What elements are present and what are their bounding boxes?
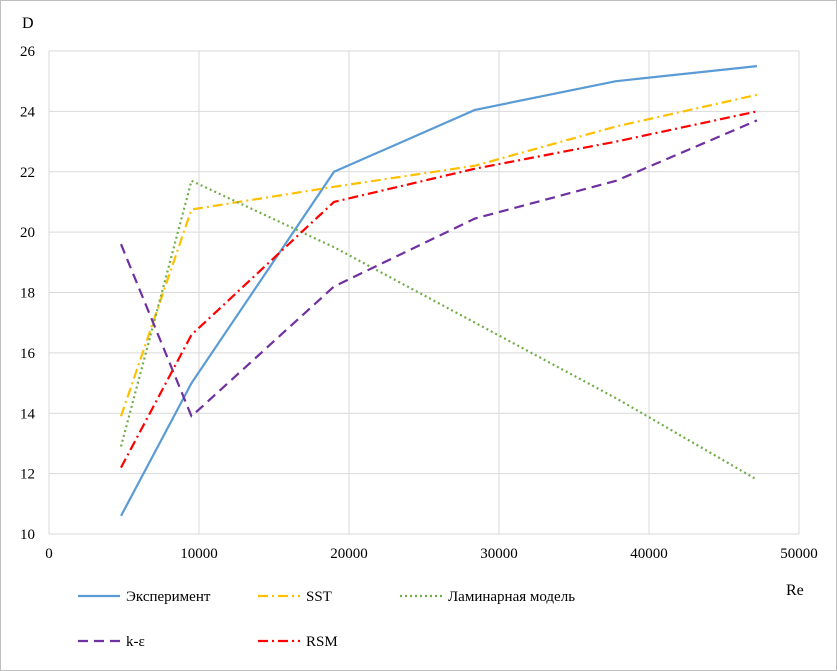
legend-label: Ламинарная модель xyxy=(448,589,575,605)
y-tick-label: 18 xyxy=(20,286,35,302)
tick-labels: 10 12 14 16 18 20 22 24 26 0 10000 20000 30000 40000 5… xyxy=(20,44,818,562)
x-tick-label: 0 xyxy=(45,546,53,562)
y-tick-label: 24 xyxy=(20,104,36,120)
y-tick-label: 16 xyxy=(20,346,36,362)
legend-label: k-ε xyxy=(126,634,145,650)
x-axis-label: Re xyxy=(786,582,804,599)
y-tick-label: 26 xyxy=(20,44,36,60)
y-tick-label: 12 xyxy=(20,467,35,483)
x-tick-label: 20000 xyxy=(330,546,368,562)
x-tick-label: 50000 xyxy=(780,546,818,562)
series-line xyxy=(120,110,758,469)
y-tick-label: 10 xyxy=(20,527,35,543)
y-tick-label: 22 xyxy=(20,165,35,181)
gridlines xyxy=(49,50,800,534)
x-tick-label: 40000 xyxy=(630,546,668,562)
y-tick-label: 20 xyxy=(20,225,35,241)
series-line xyxy=(120,65,758,517)
y-axis-label: D xyxy=(22,15,34,32)
series-line xyxy=(119,179,758,481)
series-line xyxy=(119,119,758,418)
x-tick-label: 30000 xyxy=(480,546,518,562)
x-tick-label: 10000 xyxy=(180,546,218,562)
legend-label: RSM xyxy=(306,634,338,650)
series-line xyxy=(119,93,758,417)
legend-label: SST xyxy=(306,589,332,605)
legend-label: Эксперимент xyxy=(126,589,211,605)
y-tick-label: 14 xyxy=(20,406,36,422)
legend: Эксперимент SST Ламинарная модель k-ε RSM xyxy=(78,589,575,650)
series-lines xyxy=(119,65,758,517)
axes xyxy=(48,51,799,535)
